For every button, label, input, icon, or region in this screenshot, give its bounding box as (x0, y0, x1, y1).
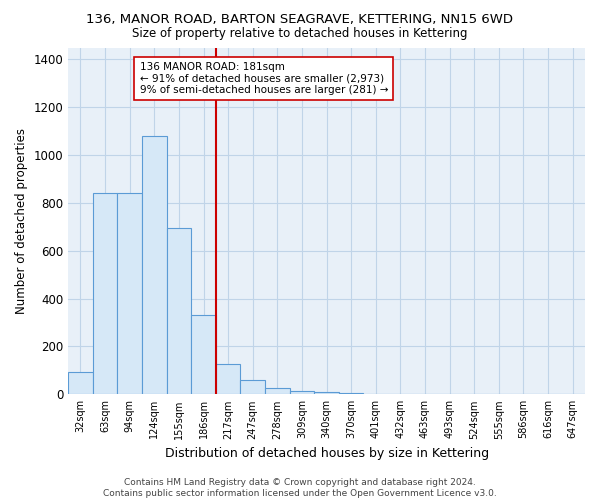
Bar (142, 136, 167, 394)
Bar (290, 390, 314, 394)
Bar (93, 194, 118, 394)
Text: Size of property relative to detached houses in Kettering: Size of property relative to detached ho… (132, 28, 468, 40)
Bar (265, 388, 290, 394)
X-axis label: Distribution of detached houses by size in Kettering: Distribution of detached houses by size … (164, 447, 488, 460)
Text: 136 MANOR ROAD: 181sqm
← 91% of detached houses are smaller (2,973)
9% of semi-d: 136 MANOR ROAD: 181sqm ← 91% of detached… (140, 62, 388, 95)
Bar (339, 393, 364, 394)
Bar (241, 380, 265, 394)
Y-axis label: Number of detached properties: Number of detached properties (15, 128, 28, 314)
Bar (118, 194, 142, 394)
Bar (314, 392, 339, 394)
Bar (216, 364, 241, 394)
Bar (167, 228, 191, 394)
Text: Contains HM Land Registry data © Crown copyright and database right 2024.
Contai: Contains HM Land Registry data © Crown c… (103, 478, 497, 498)
Bar (68, 372, 93, 394)
Bar (191, 316, 216, 394)
Text: 136, MANOR ROAD, BARTON SEAGRAVE, KETTERING, NN15 6WD: 136, MANOR ROAD, BARTON SEAGRAVE, KETTER… (86, 12, 514, 26)
